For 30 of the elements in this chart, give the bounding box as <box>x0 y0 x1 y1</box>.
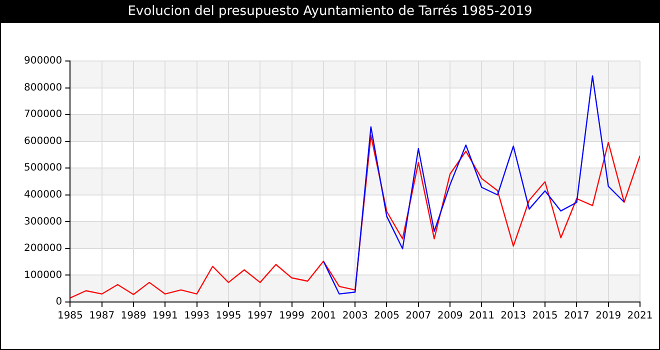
y-tick-label: 0 <box>56 296 62 308</box>
y-tick-label: 400000 <box>24 189 62 200</box>
x-tick-label: 2009 <box>437 310 463 322</box>
x-tick-label: 2007 <box>406 310 432 322</box>
y-tick-label: 600000 <box>24 136 62 147</box>
x-tick-label: 2013 <box>500 310 526 322</box>
y-tick-label: 900000 <box>24 56 62 67</box>
x-tick-label: 2021 <box>627 310 653 322</box>
y-tick-label: 200000 <box>24 243 62 254</box>
x-tick-label: 1995 <box>216 310 242 322</box>
x-tick-label: 1985 <box>57 310 83 322</box>
x-tick-label: 1989 <box>120 310 146 322</box>
x-tick-label: 2019 <box>596 310 622 322</box>
x-tick-label: 2003 <box>342 310 368 322</box>
x-tick-label: 2017 <box>564 310 590 322</box>
x-tick-label: 1999 <box>279 310 304 322</box>
y-tick-label: 700000 <box>24 109 62 120</box>
y-tick-label: 300000 <box>24 216 62 228</box>
y-tick-label: 500000 <box>24 162 62 174</box>
chart-title: Evolucion del presupuesto Ayuntamiento de Tarrés 1985-2019 <box>1 1 659 23</box>
x-tick-label: 2011 <box>468 310 494 322</box>
x-tick-label: 1991 <box>152 310 178 322</box>
x-tick-label: 1987 <box>89 310 115 322</box>
y-tick-label: 800000 <box>24 82 62 94</box>
x-tick-label: 1997 <box>247 310 273 322</box>
x-tick-label: 2015 <box>532 310 558 322</box>
x-tick-label: 2005 <box>374 310 400 322</box>
x-tick-label: 2001 <box>310 310 336 322</box>
x-tick-label: 1993 <box>184 310 210 322</box>
y-tick-label: 100000 <box>24 270 62 281</box>
